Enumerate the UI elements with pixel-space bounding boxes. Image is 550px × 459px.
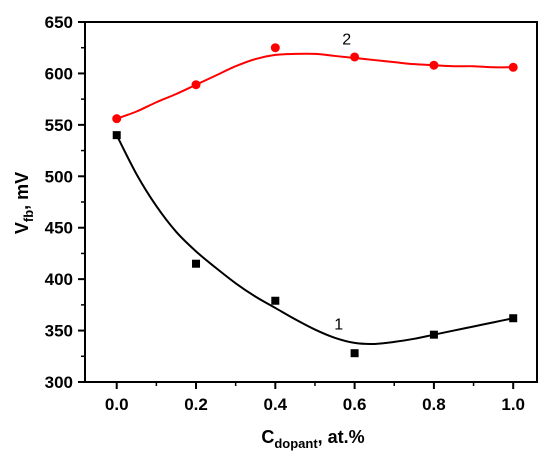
data-point-series-1 <box>429 330 438 339</box>
data-point-series-2 <box>508 62 518 72</box>
fit-curve-series-1 <box>115 134 514 345</box>
y-tick-label: 500 <box>45 167 73 186</box>
y-tick-label: 600 <box>45 64 73 83</box>
data-point-series-2 <box>112 114 122 124</box>
x-tick-label: 0.8 <box>422 395 446 414</box>
y-tick-label: 550 <box>45 116 73 135</box>
y-tick-label: 300 <box>45 373 73 392</box>
data-point-series-2 <box>429 60 439 70</box>
data-point-series-1 <box>112 131 121 140</box>
data-markers <box>112 43 518 358</box>
data-point-series-1 <box>271 296 280 305</box>
y-axis-title-rest: , mV <box>12 172 32 210</box>
data-point-series-1 <box>509 314 518 323</box>
data-point-series-1 <box>350 349 359 358</box>
x-axis-title-sub: dopant <box>274 436 318 451</box>
y-tick-label: 450 <box>45 219 73 238</box>
curve-labels: 12 <box>334 32 351 334</box>
y-axis-title: Vfb, mV <box>12 172 36 234</box>
curve-label-1: 1 <box>334 317 343 334</box>
data-point-series-1 <box>192 259 201 268</box>
y-tick-label: 400 <box>45 270 73 289</box>
x-axis-title-rest: , at.% <box>318 427 365 447</box>
x-tick-label: 1.0 <box>501 395 525 414</box>
curve-label-2: 2 <box>342 32 351 49</box>
x-tick-label: 0.4 <box>263 395 287 414</box>
data-point-series-2 <box>191 80 201 90</box>
y-tick-label: 350 <box>45 322 73 341</box>
fit-curve-series-2 <box>116 52 514 120</box>
x-tick-label: 0.2 <box>184 395 208 414</box>
y-axis-title-main: V <box>12 222 32 234</box>
x-axis-title: Cdopant, at.% <box>261 427 364 451</box>
ticks-layer: 0.0 0.2 0.4 0.6 0.8 1.0 300 350 400 450 500 550 600 6… <box>45 13 525 414</box>
data-point-series-2 <box>270 43 280 53</box>
x-axis-title-main: C <box>261 427 274 447</box>
y-axis-title-sub: fb <box>21 210 36 222</box>
data-point-series-2 <box>350 52 360 62</box>
x-tick-label: 0.6 <box>343 395 367 414</box>
x-tick-label: 0.0 <box>105 395 129 414</box>
y-tick-label: 650 <box>45 13 73 32</box>
fit-curves <box>115 52 514 345</box>
